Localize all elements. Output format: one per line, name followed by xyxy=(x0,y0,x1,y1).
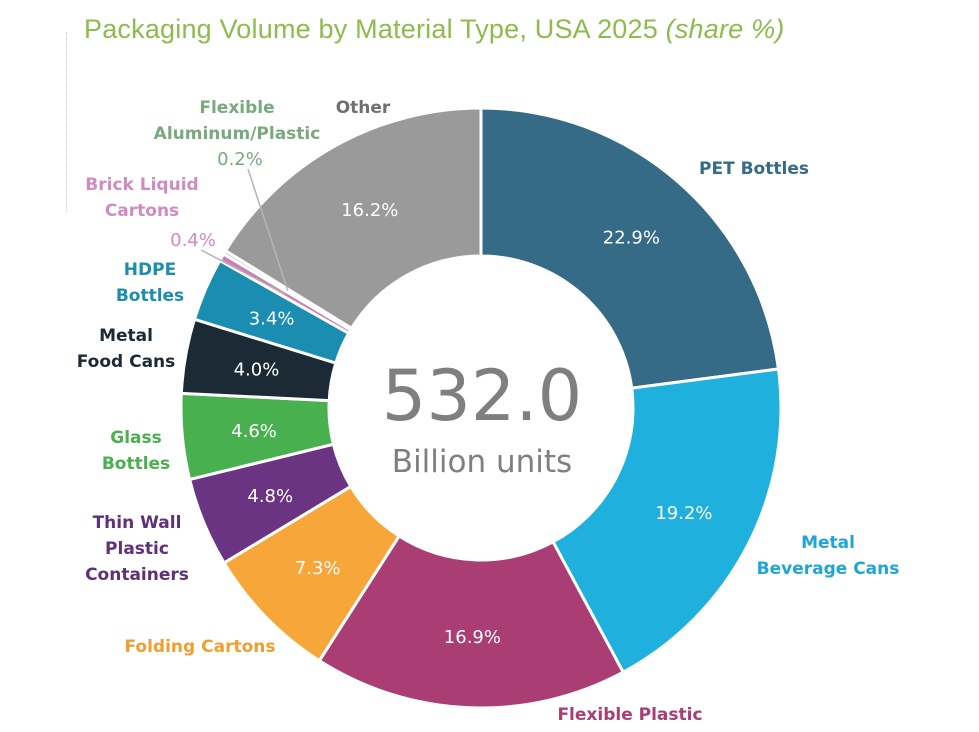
value-label-pet-bottles: 22.9% xyxy=(603,228,660,249)
value-label-flexible-aluminum-plastic: 0.2% xyxy=(217,149,263,170)
category-label-metal-beverage-cans: Metal Beverage Cans xyxy=(757,533,900,579)
category-label-metal-food-cans: Metal Food Cans xyxy=(77,326,176,372)
value-label-folding-cartons: 7.3% xyxy=(295,558,341,579)
total-unit: Billion units xyxy=(392,444,572,480)
category-label-other: Other xyxy=(336,98,391,118)
category-labels: PET Bottles Metal Beverage Cans Flexible Pl… xyxy=(77,98,900,725)
category-label-flexible-aluminum-plastic: Flexible Aluminum/Plastic xyxy=(154,98,321,144)
leader-line-flexible-aluminum-plastic xyxy=(247,168,289,291)
leader-lines xyxy=(200,168,289,296)
value-label-other: 16.2% xyxy=(341,200,398,221)
category-label-thin-wall-plastic-containers: Thin Wall Plastic Containers xyxy=(85,513,189,585)
dotted-divider xyxy=(66,32,67,212)
total-value: 532.0 xyxy=(382,355,582,437)
slice-other xyxy=(223,106,483,331)
slice-pet-bottles xyxy=(479,106,781,390)
slice-flexible-plastic xyxy=(317,533,626,710)
category-label-folding-cartons: Folding Cartons xyxy=(125,637,276,657)
chart-title-main: Packaging Volume by Material Type, USA 2… xyxy=(84,14,658,44)
value-labels: 22.9% 19.2% 16.9% 7.3% 4.8% 4.6% 4.0% 3.4% 0.4% 0… xyxy=(170,149,712,648)
value-label-hdpe-bottles: 3.4% xyxy=(249,309,295,330)
category-label-pet-bottles: PET Bottles xyxy=(699,159,809,179)
category-label-brick-liquid-cartons: Brick Liquid Cartons xyxy=(85,175,198,221)
category-label-flexible-plastic: Flexible Plastic xyxy=(557,705,702,725)
value-label-flexible-plastic: 16.9% xyxy=(444,627,501,648)
value-label-metal-beverage-cans: 19.2% xyxy=(655,503,712,524)
value-label-metal-food-cans: 4.0% xyxy=(234,359,280,380)
category-label-glass-bottles: Glass Bottles xyxy=(102,428,170,474)
chart-subtitle: (share %) xyxy=(665,14,785,44)
slice-metal-beverage-cans xyxy=(551,367,783,675)
leader-line-brick-liquid-cartons xyxy=(200,249,286,296)
value-label-brick-liquid-cartons: 0.4% xyxy=(170,230,216,251)
slice-group xyxy=(179,106,783,710)
category-label-hdpe-bottles: HDPE Bottles xyxy=(116,260,184,306)
value-label-glass-bottles: 4.6% xyxy=(231,421,277,442)
chart-title: Packaging Volume by Material Type, USA 2… xyxy=(84,14,785,45)
value-label-thin-wall-plastic-containers: 4.8% xyxy=(247,486,293,507)
